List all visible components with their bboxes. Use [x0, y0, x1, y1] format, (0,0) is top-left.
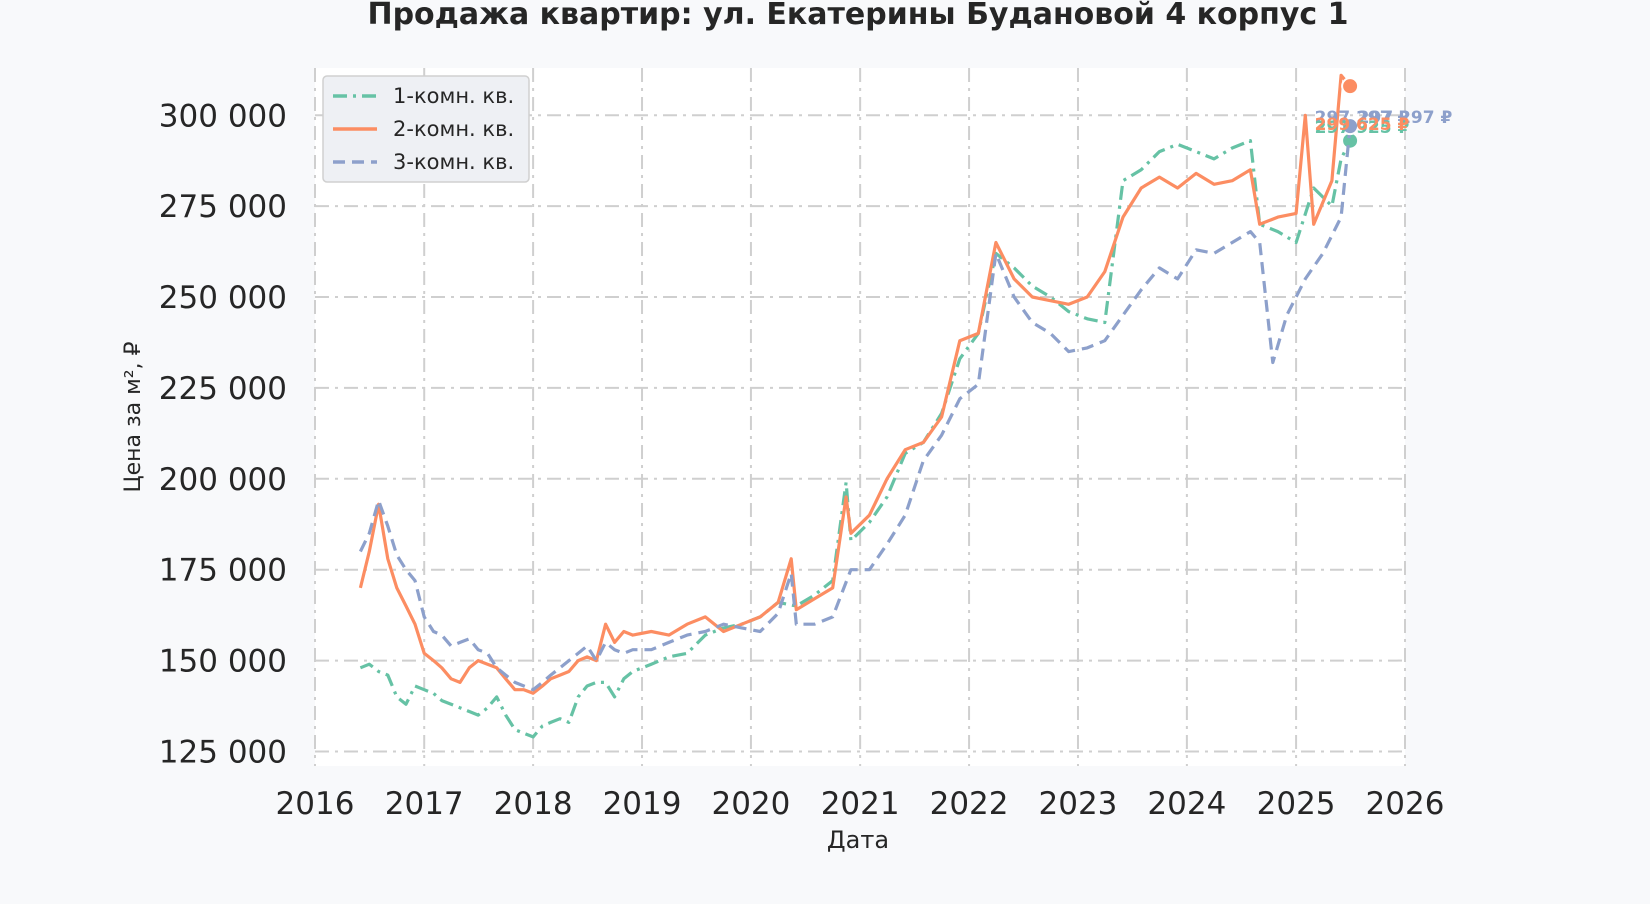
end-value-label: 299 625 ₽ — [1315, 115, 1410, 135]
legend-label: 1-комн. кв. — [393, 84, 514, 108]
axes: 2016 2017 2018 2019 2020 2021 2022 2023 2024 2025… — [159, 98, 1445, 822]
y-tick-label: 125 000 — [159, 734, 287, 770]
x-tick-label: 2021 — [821, 786, 900, 822]
x-tick-label: 2024 — [1147, 786, 1226, 822]
grid — [314, 68, 1406, 766]
y-tick-label: 150 000 — [159, 644, 287, 680]
series-end-point — [1341, 117, 1360, 136]
legend-label: 2-комн. кв. — [393, 117, 514, 141]
x-tick-label: 2026 — [1366, 786, 1445, 822]
end-value-label: 297 925 ₽ — [1315, 118, 1410, 138]
x-tick-label: 2020 — [711, 786, 790, 822]
y-axis-label: Цена за м², ₽ — [121, 341, 146, 492]
series-line-2 — [358, 73, 1352, 695]
y-tick-label: 300 000 — [159, 98, 287, 134]
legend-box — [322, 75, 530, 183]
end-value-annotations: 297 297 ₽297 297 ₽297 925 ₽299 625 ₽ — [1315, 108, 1453, 138]
legend-label: 3-комн. кв. — [393, 150, 514, 174]
series-end-point — [1341, 77, 1360, 96]
x-tick-label: 2016 — [276, 786, 355, 822]
series-line-3 — [358, 126, 1352, 692]
x-axis-label: Дата — [827, 826, 889, 854]
y-tick-label: 200 000 — [159, 462, 287, 498]
legend: 1-комн. кв. 2-комн. кв. 3-комн. кв. — [322, 75, 530, 183]
x-tick-label: 2022 — [930, 786, 1009, 822]
x-tick-label: 2017 — [385, 786, 464, 822]
end-value-label: 297 297 ₽ — [1358, 108, 1453, 128]
x-tick-label: 2025 — [1257, 786, 1336, 822]
y-tick-label: 175 000 — [159, 553, 287, 589]
y-tick-label: 250 000 — [159, 280, 287, 316]
x-tick-label: 2023 — [1039, 786, 1118, 822]
x-tick-label: 2019 — [603, 786, 682, 822]
y-tick-label: 225 000 — [159, 371, 287, 407]
chart-title: Продажа квартир: ул. Екатерины Будановой… — [367, 0, 1348, 32]
x-tick-label: 2018 — [494, 786, 573, 822]
series-lines — [358, 73, 1360, 739]
end-value-label: 297 297 ₽ — [1315, 108, 1410, 128]
y-tick-label: 275 000 — [159, 189, 287, 225]
